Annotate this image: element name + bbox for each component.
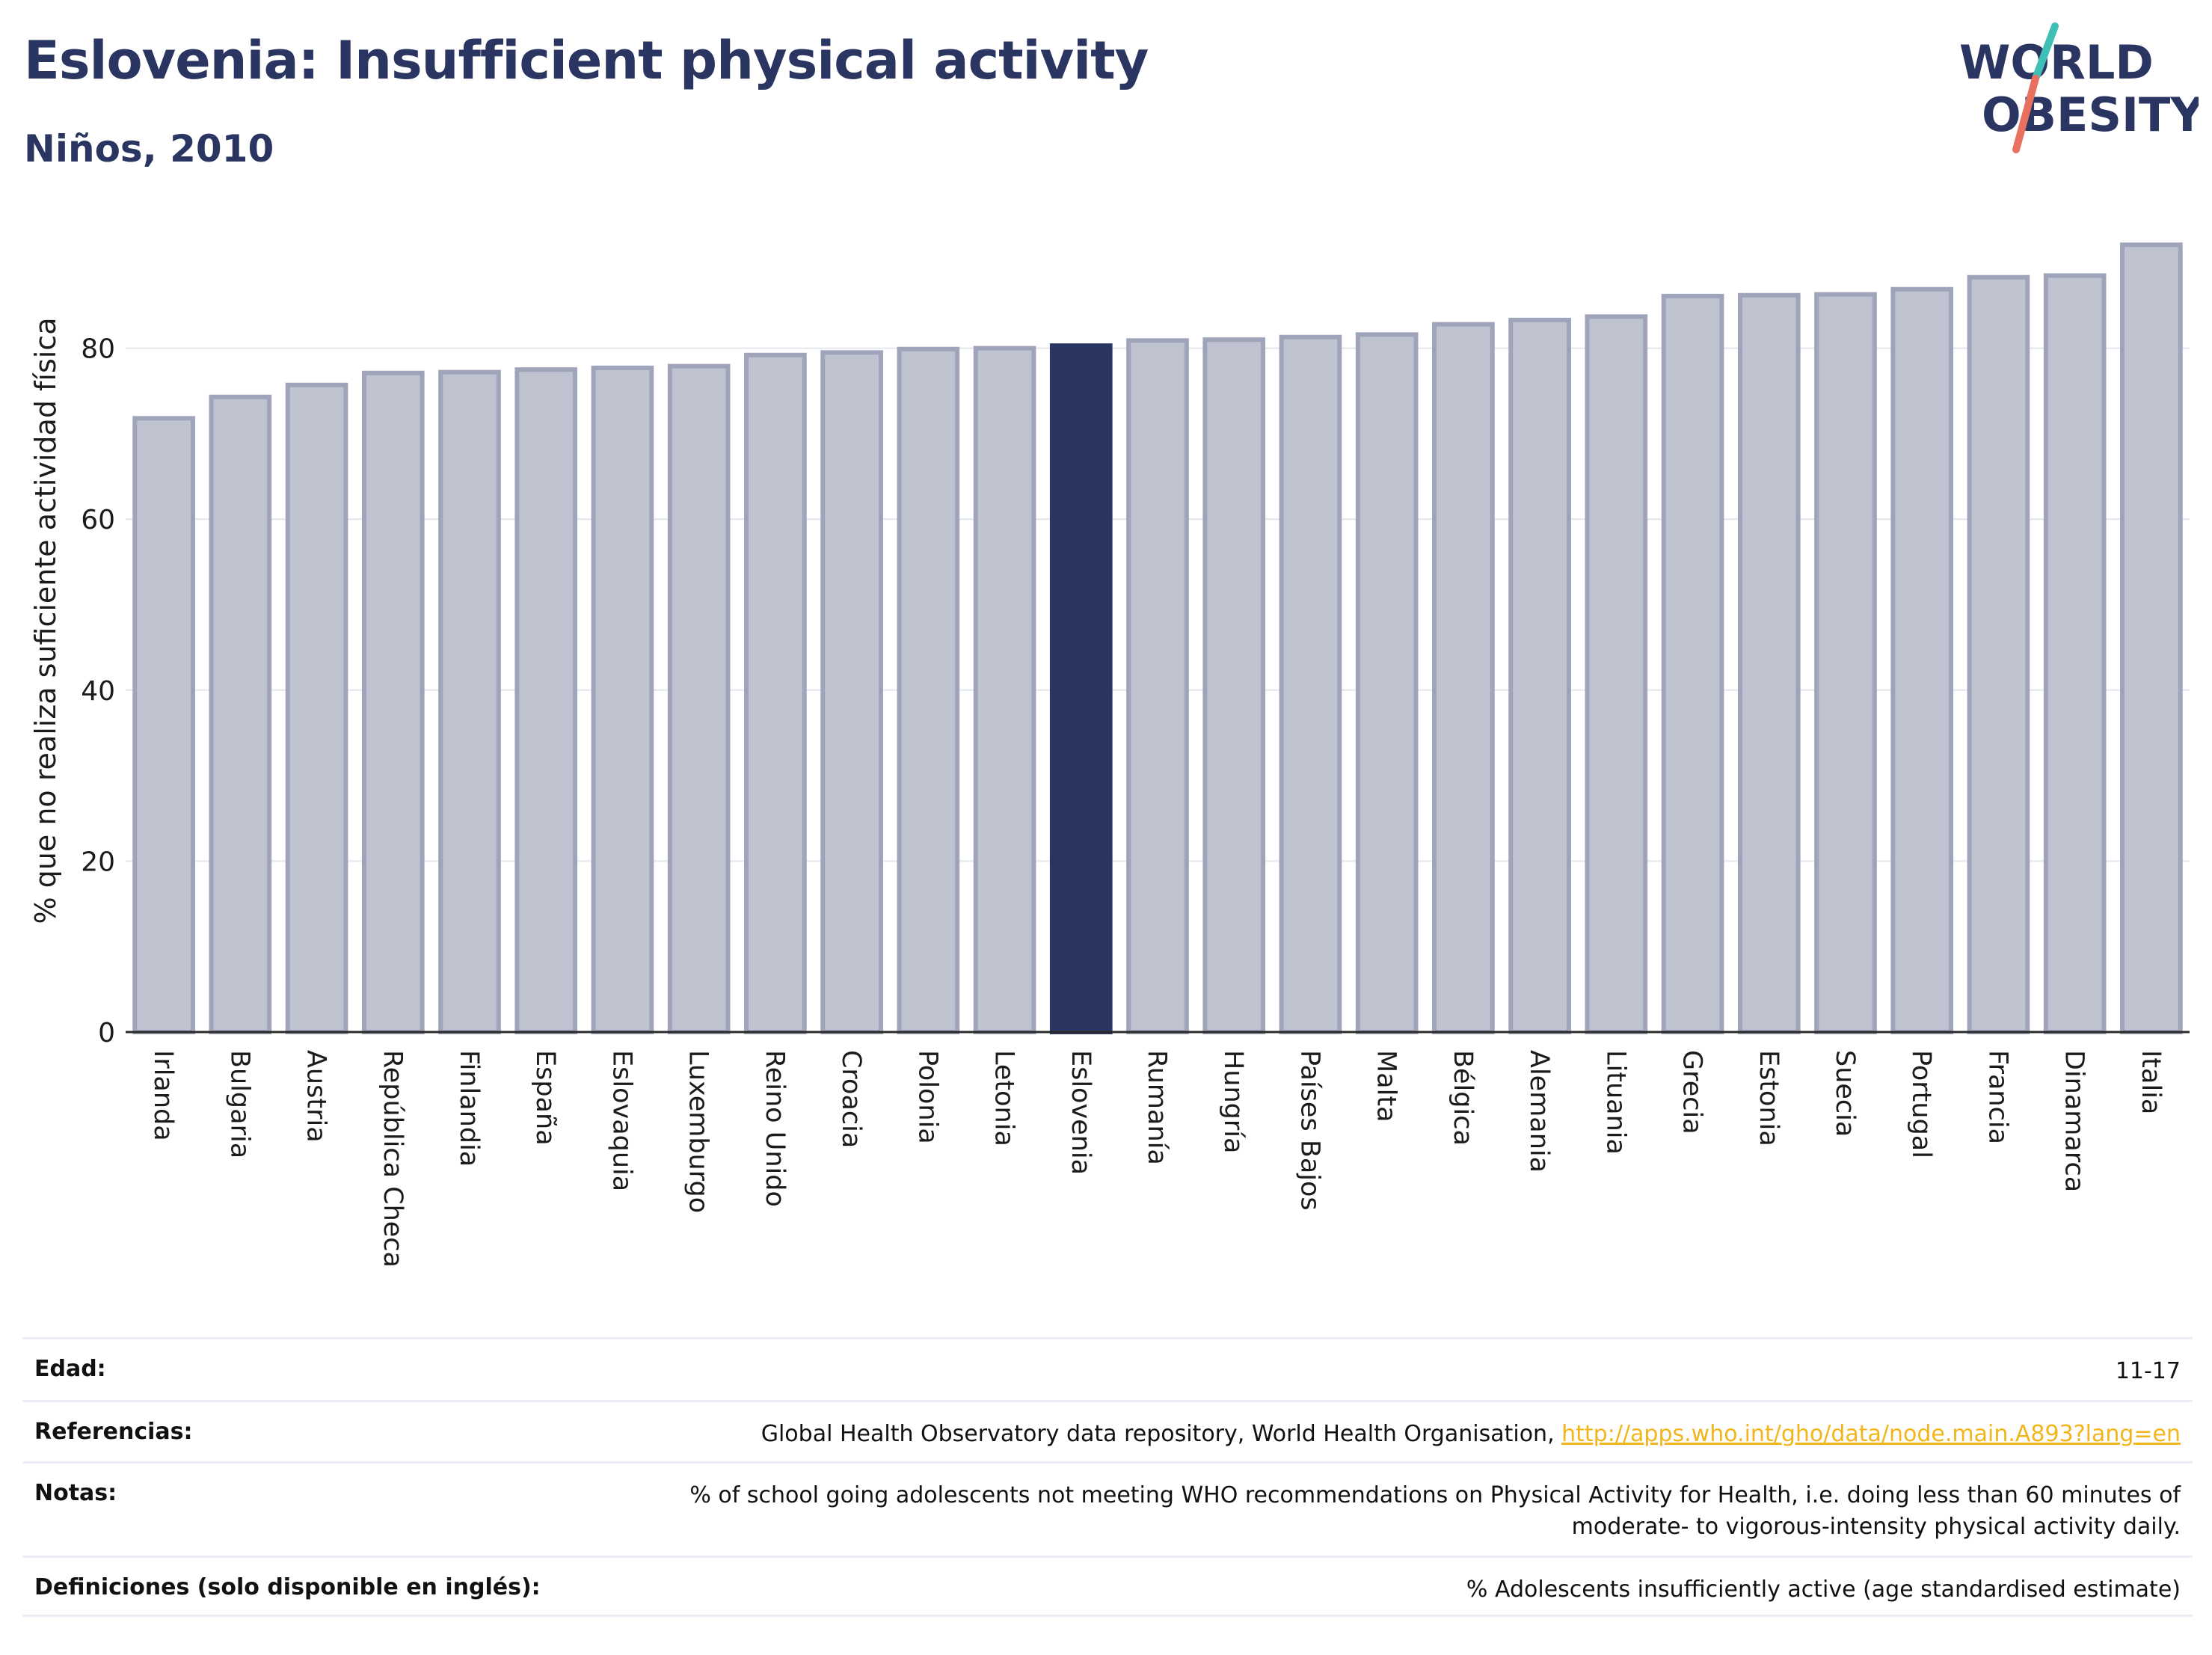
bar-finlandia [438, 369, 501, 1034]
x-tick-label: Dinamarca [2059, 1050, 2089, 1192]
x-tick-label: República Checa [378, 1050, 408, 1268]
chart-subtitle: Niños, 2010 [24, 127, 274, 171]
x-tick-label: Hungría [1218, 1050, 1248, 1153]
x-tick-label: Eslovaquia [606, 1050, 636, 1191]
definitions-label: Definiciones (solo disponible en inglés)… [34, 1574, 541, 1600]
x-tick-label: Finlandia [454, 1050, 484, 1167]
chart-title: Eslovenia: Insufficient physical activit… [24, 30, 1149, 91]
bar-grecia [1661, 293, 1724, 1034]
x-tick-label: Portugal [1906, 1050, 1936, 1158]
bar-croacia [820, 350, 883, 1034]
references-label: Referencias: [34, 1419, 193, 1445]
bar-rumanía [1126, 338, 1189, 1034]
logo-slash-coral [2012, 75, 2039, 153]
meta-row-notes: Notas: % of school going adolescents not… [22, 1461, 2193, 1556]
x-tick-label: Grecia [1677, 1050, 1707, 1134]
y-tick-label: 40 [81, 676, 115, 707]
bar-eslovaquia [591, 365, 654, 1035]
x-tick-label: Italia [2136, 1050, 2166, 1114]
logo-word-world: WORLD [1959, 35, 2154, 90]
x-tick-label: Bulgaria [224, 1050, 254, 1158]
bar-república-checa [361, 370, 425, 1034]
bar-bulgaria [209, 394, 272, 1034]
bar-italia [2120, 242, 2183, 1034]
x-tick-labels: Irlanda Bulgaria Austria República Checa Fin… [148, 1050, 2166, 1268]
x-tick-label: Bélgica [1448, 1050, 1478, 1146]
x-tick-label: Malta [1371, 1050, 1401, 1123]
x-tick-label: Irlanda [148, 1050, 178, 1141]
bar-alemania [1508, 317, 1571, 1035]
x-tick-label: Estonia [1754, 1050, 1784, 1146]
y-tick-label: 60 [81, 505, 115, 535]
bar-irlanda [132, 416, 195, 1034]
x-tick-label: Luxemburgo [683, 1050, 713, 1213]
bar-bélgica [1432, 322, 1495, 1034]
meta-row-references: Referencias: Global Health Observatory d… [22, 1400, 2193, 1461]
x-tick-label: Francia [1982, 1050, 2012, 1144]
meta-row-definitions: Definiciones (solo disponible en inglés)… [22, 1556, 2193, 1617]
y-tick-label: 0 [98, 1018, 115, 1048]
age-value: 11-17 [2115, 1358, 2181, 1384]
bar-luxemburgo [667, 363, 731, 1034]
y-tick-labels: 0 20 40 60 80 [81, 334, 115, 1048]
meta-row-age: Edad: 11-17 [22, 1337, 2193, 1400]
bar-españa [514, 367, 578, 1034]
bar-suecia [1814, 292, 1877, 1034]
y-axis-label: % que no realiza suficiente actividad fí… [29, 318, 62, 924]
x-tick-label: Croacia [836, 1050, 866, 1148]
world-obesity-logo: WORLD OBESITY [1959, 22, 2199, 153]
bar-letonia [973, 346, 1036, 1035]
y-tick-label: 80 [81, 334, 115, 365]
references-value: Global Health Observatory data repositor… [761, 1419, 2181, 1450]
x-tick-label: Alemania [1524, 1050, 1554, 1173]
bar-austria [285, 382, 348, 1034]
age-label: Edad: [34, 1356, 106, 1382]
bar-eslovenia [1049, 343, 1113, 1034]
x-tick-label: Letonia [989, 1050, 1019, 1146]
x-tick-label: Polonia [912, 1050, 942, 1144]
bar-portugal [1890, 286, 1954, 1035]
bar-hungría [1202, 337, 1266, 1035]
bar-reino-unido [744, 352, 807, 1034]
definitions-value: % Adolescents insufficiently active (age… [1466, 1576, 2181, 1603]
notes-value: % of school going adolescents not meetin… [689, 1482, 2181, 1540]
notes-label: Notas: [34, 1480, 117, 1506]
x-tick-label: Países Bajos [1294, 1050, 1324, 1211]
bar-estonia [1737, 292, 1801, 1034]
x-tick-label: Austria [301, 1050, 331, 1143]
references-link[interactable]: http://apps.who.int/gho/data/node.main.A… [1561, 1421, 2181, 1447]
x-tick-label: Rumanía [1142, 1050, 1172, 1165]
bar-países-bajos [1279, 334, 1342, 1034]
x-tick-label: España [530, 1050, 560, 1146]
references-text: Global Health Observatory data repositor… [761, 1421, 1562, 1447]
x-tick-label: Eslovenia [1066, 1050, 1096, 1175]
bar-malta [1355, 332, 1419, 1034]
bar-polonia [897, 346, 960, 1035]
metadata-table: Edad: 11-17 Referencias: Global Health O… [22, 1337, 2193, 1617]
x-tick-label: Lituania [1600, 1050, 1630, 1155]
logo-slash-teal [2032, 22, 2059, 82]
x-tick-label: Suecia [1830, 1050, 1860, 1137]
bar-francia [1967, 274, 2030, 1034]
bar-dinamarca [2043, 273, 2107, 1034]
y-tick-label: 20 [81, 847, 115, 877]
bars [132, 242, 2183, 1035]
x-tick-label: Reino Unido [760, 1050, 790, 1207]
bar-lituania [1585, 314, 1648, 1034]
bar-chart: 0 20 40 60 80 Irlanda Bulgaria Austria Repúblic… [29, 242, 2190, 1268]
